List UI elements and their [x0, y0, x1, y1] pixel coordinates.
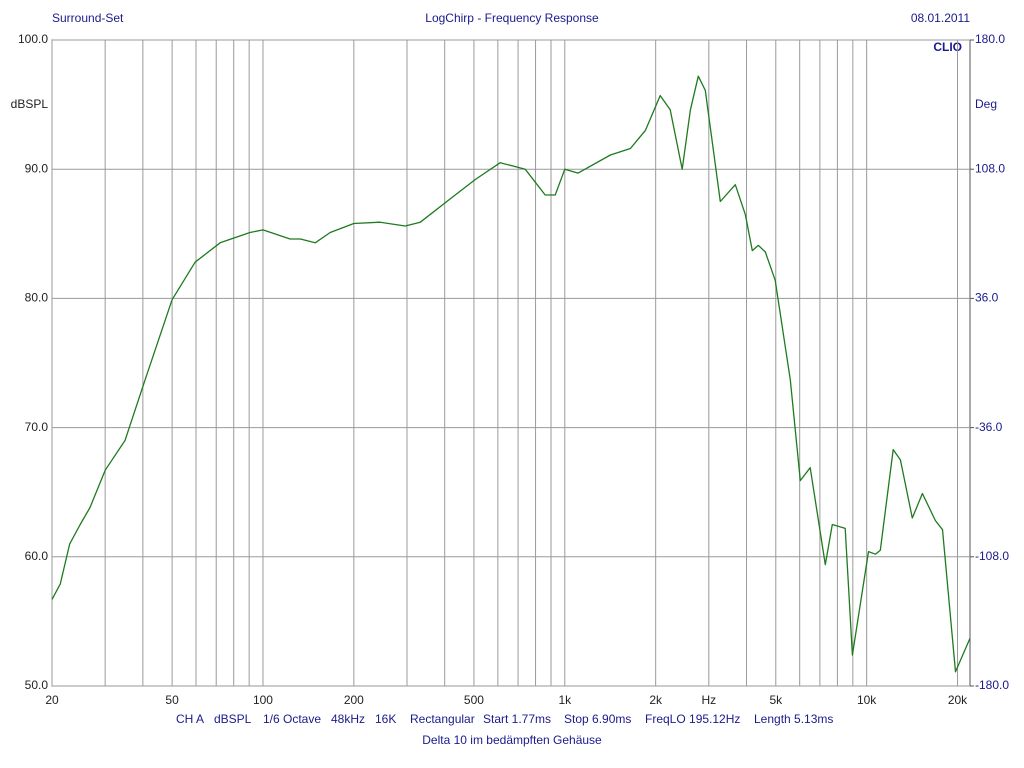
footer-item: FreqLO 195.12Hz — [645, 712, 740, 726]
footer-item: Length 5.13ms — [754, 712, 833, 726]
y2-tick-label: -36.0 — [975, 420, 1003, 434]
footer-item: Start 1.77ms — [483, 712, 551, 726]
y-tick-label: 80.0 — [25, 291, 49, 305]
header-left: Surround-Set — [52, 11, 124, 25]
y2-axis-label: Deg — [975, 97, 997, 111]
x-tick-label: 20k — [948, 693, 968, 707]
response-line — [51, 75, 971, 673]
note: Delta 10 im bedämpften Gehäuse — [422, 733, 602, 747]
x-tick-label: 100 — [253, 693, 273, 707]
footer-item: 16K — [375, 712, 396, 726]
x-tick-label: 200 — [344, 693, 364, 707]
y-tick-label: 50.0 — [25, 678, 49, 692]
x-tick-label: 2k — [649, 693, 663, 707]
x-tick-label: 5k — [769, 693, 783, 707]
x-tick-label: 20 — [45, 693, 59, 707]
x-tick-label: 50 — [165, 693, 179, 707]
x-tick-label: 500 — [464, 693, 484, 707]
x-tick-label: 10k — [857, 693, 877, 707]
footer-item: 1/6 Octave — [263, 712, 321, 726]
y-axis-label: dBSPL — [11, 97, 49, 111]
y-tick-label: 70.0 — [25, 420, 49, 434]
footer-item: Rectangular — [410, 712, 475, 726]
footer-item: dBSPL — [214, 712, 252, 726]
footer-item: Stop 6.90ms — [564, 712, 631, 726]
y2-tick-label: 180.0 — [975, 32, 1005, 46]
y2-tick-label: 36.0 — [975, 291, 999, 305]
footer-item: 48kHz — [331, 712, 365, 726]
x-tick-label: 1k — [558, 693, 572, 707]
chart-title: LogChirp - Frequency Response — [425, 11, 599, 25]
header-date: 08.01.2011 — [911, 11, 970, 25]
y2-tick-label: -108.0 — [975, 549, 1009, 563]
x-tick-label: Hz — [701, 693, 716, 707]
y-tick-label: 100.0 — [18, 32, 48, 46]
y2-tick-label: 108.0 — [975, 161, 1005, 175]
y-tick-label: 90.0 — [25, 161, 49, 175]
y2-tick-label: -180.0 — [975, 678, 1009, 692]
footer-item: CH A — [176, 712, 204, 726]
y-tick-label: 60.0 — [25, 549, 49, 563]
brand: CLIO — [933, 40, 962, 54]
plot-frame — [51, 39, 971, 687]
